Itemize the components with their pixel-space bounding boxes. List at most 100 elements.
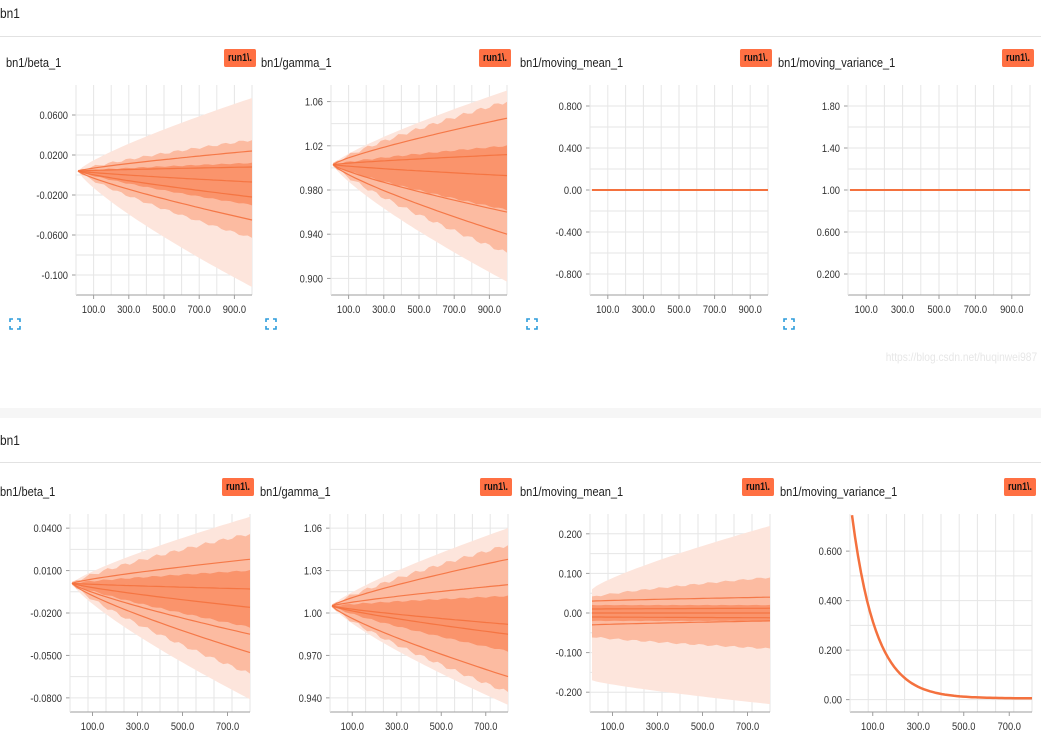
chart-plot: 0.0400 0.0100 -0.0200 -0.0500 -0.0800 100.0 30…	[30, 514, 251, 733]
chart-card: bn1/moving_mean_1 run1\. 0.200 0.100 0.00 -…	[520, 478, 774, 744]
chart-title: bn1/moving_mean_1	[520, 55, 624, 70]
percentile-line	[332, 164, 508, 235]
chart-card: bn1/moving_variance_1 run1\. 1.80 1.40 1.0…	[778, 49, 1034, 335]
percentile-line	[71, 582, 251, 608]
x-tick-label: 100.0	[82, 304, 106, 316]
x-tick-label: 500.0	[152, 304, 176, 316]
expand-icon[interactable]	[526, 317, 538, 330]
run-badge[interactable]: run1\.	[224, 49, 256, 67]
chart-plot: 1.80 1.40 1.00 0.600 0.200 100.0 300.0 500.0 700…	[817, 85, 1031, 316]
percentile-line	[71, 582, 251, 635]
chart-card: bn1/beta_1 run1\. 0.0400 0.0100 -0.0200 -0.…	[0, 478, 254, 744]
x-tick-label: 900.0	[223, 304, 247, 316]
chart-card: bn1/moving_mean_1 run1\. 0.800 0.400 0.00 -…	[520, 49, 772, 335]
run-badge[interactable]: run1\.	[1004, 478, 1036, 496]
section-title: bn1	[0, 432, 20, 448]
y-tick-label: 0.400	[819, 596, 843, 608]
chart-title: bn1/gamma_1	[261, 55, 332, 70]
x-tick-label: 100.0	[601, 721, 625, 733]
y-tick-label: 1.40	[822, 143, 840, 155]
section-divider	[0, 462, 1041, 463]
chart-card: bn1/beta_1 run1\. 0.0600 0.0200 -0.0200 -0.…	[6, 49, 256, 335]
percentile-line	[331, 584, 509, 607]
y-tick-label: 0.200	[817, 269, 841, 281]
x-tick-label: 100.0	[341, 721, 365, 733]
x-tick-label: 100.0	[861, 721, 885, 733]
percentile-line	[77, 170, 253, 221]
expand-icon[interactable]	[265, 317, 277, 330]
expand-icon[interactable]	[783, 317, 795, 330]
chart-title: bn1/gamma_1	[260, 484, 331, 499]
x-tick-label: 700.0	[736, 721, 760, 733]
percentile-line	[77, 166, 253, 172]
y-tick-label: 1.02	[305, 141, 323, 153]
percentile-line	[331, 605, 509, 635]
x-tick-label: 100.0	[81, 721, 105, 733]
chart-plot: 1.06 1.03 1.00 0.970 0.940 100.0 300.0 500.0 700…	[299, 514, 509, 733]
x-tick-label: 700.0	[998, 721, 1022, 733]
y-tick-label: 0.0100	[33, 566, 62, 578]
y-tick-label: 1.00	[304, 608, 322, 620]
y-tick-label: 1.03	[304, 566, 322, 578]
distribution-band	[72, 570, 250, 628]
x-tick-label: 300.0	[372, 304, 396, 316]
chart-plot: 0.0600 0.0200 -0.0200 -0.0600 -0.100 100.0 300…	[36, 85, 253, 316]
y-tick-label: -0.200	[556, 688, 583, 700]
y-tick-label: 0.980	[300, 185, 324, 197]
x-tick-label: 100.0	[855, 304, 879, 316]
x-tick-label: 500.0	[927, 304, 951, 316]
y-tick-label: -0.0200	[30, 608, 62, 620]
y-tick-label: 0.400	[559, 143, 583, 155]
percentile-line	[591, 620, 771, 626]
percentile-line	[77, 150, 253, 172]
distribution-band	[78, 162, 252, 206]
y-tick-label: 0.200	[819, 646, 843, 658]
y-tick-label: -0.800	[556, 269, 583, 281]
run-badge[interactable]: run1\.	[479, 49, 511, 67]
percentile-line	[332, 164, 508, 213]
x-tick-label: 500.0	[430, 721, 454, 733]
expand-icon[interactable]	[9, 317, 21, 330]
x-tick-label: 700.0	[188, 304, 212, 316]
x-tick-label: 700.0	[474, 721, 498, 733]
y-tick-label: 0.200	[559, 529, 583, 541]
y-tick-label: 1.06	[305, 97, 323, 109]
x-tick-label: 300.0	[632, 304, 656, 316]
run-badge[interactable]: run1\.	[1002, 49, 1034, 67]
percentile-line	[591, 596, 770, 602]
y-tick-label: 0.00	[564, 185, 582, 197]
percentile-line	[77, 170, 253, 198]
y-tick-label: -0.0800	[30, 693, 62, 705]
series-line	[850, 515, 1032, 700]
x-tick-label: 700.0	[216, 721, 240, 733]
section-separator	[0, 408, 1041, 418]
chart-title: bn1/beta_1	[0, 484, 56, 499]
y-tick-label: 0.600	[817, 227, 841, 239]
y-tick-label: -0.0200	[36, 190, 68, 202]
run-badge[interactable]: run1\.	[480, 478, 512, 496]
chart-title: bn1/moving_variance_1	[780, 484, 898, 499]
run-badge[interactable]: run1\.	[740, 49, 772, 67]
run-badge[interactable]: run1\.	[742, 478, 774, 496]
x-tick-label: 500.0	[407, 304, 431, 316]
x-tick-label: 300.0	[117, 304, 141, 316]
percentile-line	[592, 607, 771, 610]
chart-plot: 0.200 0.100 0.00 -0.100 -0.200 100.0 300.0 500.…	[556, 514, 771, 733]
chart-card: bn1/gamma_1 run1\. 1.06 1.02 0.980 0.940 0.9…	[261, 49, 511, 335]
y-tick-label: 0.0400	[33, 524, 62, 536]
y-tick-label: 0.940	[300, 230, 324, 242]
y-tick-label: 0.800	[559, 101, 583, 113]
chart-card: bn1/gamma_1 run1\. 1.06 1.03 1.00 0.970 0.94…	[260, 478, 512, 744]
y-tick-label: 0.940	[299, 693, 323, 705]
y-tick-label: -0.400	[556, 227, 583, 239]
percentile-line	[332, 164, 508, 177]
x-tick-label: 900.0	[739, 304, 763, 316]
x-tick-label: 100.0	[337, 304, 361, 316]
chart-plot: 0.600 0.400 0.200 0.00 100.0 300.0 500.0 700.0	[819, 514, 1033, 733]
run-badge[interactable]: run1\.	[222, 478, 254, 496]
y-tick-label: 0.900	[300, 274, 324, 286]
y-tick-label: -0.100	[42, 270, 69, 282]
y-tick-label: 0.970	[299, 651, 323, 663]
x-tick-label: 500.0	[952, 721, 976, 733]
percentile-line	[592, 616, 771, 619]
